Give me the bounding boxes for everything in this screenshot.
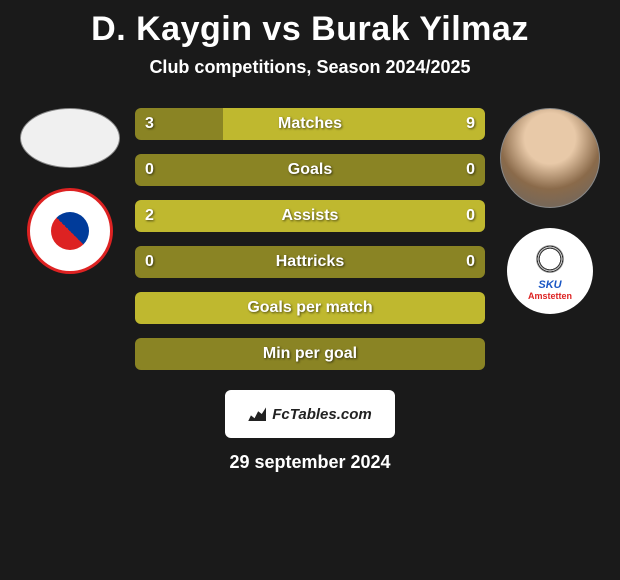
left-side: [15, 108, 125, 370]
stat-left-value: 0: [145, 253, 154, 271]
brand-badge: FcTables.com: [225, 390, 395, 438]
stat-label: Matches: [278, 115, 342, 133]
stat-label: Min per goal: [263, 345, 357, 363]
stat-right-value: 9: [466, 115, 475, 133]
chart-icon: [248, 407, 266, 421]
right-side: SKU Amstetten: [495, 108, 605, 370]
stat-label: Assists: [282, 207, 339, 225]
stat-label: Goals per match: [247, 299, 372, 317]
brand-text: FcTables.com: [272, 406, 371, 423]
stat-row: 3 Matches 9: [135, 108, 485, 140]
stat-right-value: 0: [466, 161, 475, 179]
club-right-line2: Amstetten: [528, 291, 572, 301]
stat-right-value: 0: [466, 207, 475, 225]
stat-row: 2 Assists 0: [135, 200, 485, 232]
stat-row: Goals per match: [135, 292, 485, 324]
player-right-avatar: [500, 108, 600, 208]
club-right-badge: SKU Amstetten: [507, 228, 593, 314]
stat-left-value: 2: [145, 207, 154, 225]
club-right-line1: SKU: [538, 279, 561, 291]
club-left-badge: [27, 188, 113, 274]
stats-column: 3 Matches 9 0 Goals 0 2 Assists 0 0 Hattricks 0 Goal…: [125, 108, 495, 370]
stat-left-value: 0: [145, 161, 154, 179]
player-left-avatar: [20, 108, 120, 168]
stat-row: Min per goal: [135, 338, 485, 370]
stat-label: Hattricks: [276, 253, 344, 271]
stat-row: 0 Goals 0: [135, 154, 485, 186]
comparison-content: 3 Matches 9 0 Goals 0 2 Assists 0 0 Hattricks 0 Goal…: [0, 108, 620, 370]
stat-label: Goals: [288, 161, 332, 179]
subtitle: Club competitions, Season 2024/2025: [0, 57, 620, 78]
page-title: D. Kaygin vs Burak Yilmaz: [0, 0, 620, 57]
stat-right-value: 0: [466, 253, 475, 271]
stat-left-value: 3: [145, 115, 154, 133]
stat-row: 0 Hattricks 0: [135, 246, 485, 278]
date-label: 29 september 2024: [0, 452, 620, 473]
